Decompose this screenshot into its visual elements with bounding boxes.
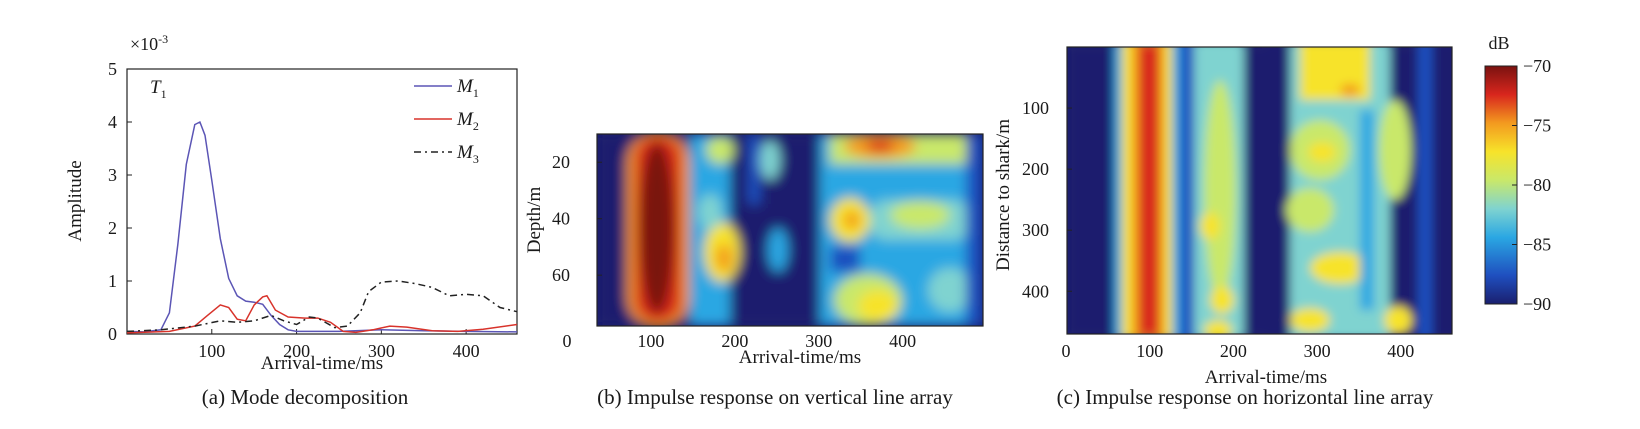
x-tick-label-c: 100	[1136, 341, 1163, 361]
plot-frame-c	[1066, 46, 1453, 335]
panel-vertical-array: 0 100 200 300 400 20 40 60 Arrival-time/ms Dept…	[524, 133, 984, 409]
x-tick-label-a: 400	[453, 341, 480, 361]
panel-horizontal-array: 0 100 200 300 400 100 200 300 400 Arrival-time/m…	[993, 33, 1551, 409]
axis-ticks-c: 0 100 200 300 400 100 200 300 400	[1022, 98, 1414, 361]
colorbar-tick-label: −85	[1523, 235, 1551, 255]
x-tick-label-b: 200	[721, 331, 748, 351]
colorbar-tick-label: −90	[1523, 294, 1551, 314]
x-tick-label-a: 100	[198, 341, 225, 361]
x-tick-label-a: 200	[283, 341, 310, 361]
x-tick-label-b: 100	[637, 331, 664, 351]
series-lines-a	[126, 120, 518, 334]
y-axis-label-a: Amplitude	[65, 160, 86, 241]
series-line-m1	[126, 120, 518, 333]
x-tick-label-b: 400	[889, 331, 916, 351]
series-line-m2	[126, 294, 518, 334]
legend-label-m3: M3	[456, 142, 479, 166]
colorbar-gradient	[1484, 65, 1518, 305]
y-tick-label-a: 2	[108, 218, 117, 238]
y-tick-label-b: 40	[552, 209, 570, 229]
y-tick-label-a: 4	[108, 112, 117, 132]
heatmap-c	[1067, 47, 1452, 334]
x-tick-label-c: 0	[1062, 341, 1071, 361]
axis-ticks-b: 0 100 200 300 400 20 40 60	[552, 152, 916, 351]
colorbar-tick-label: −75	[1523, 116, 1551, 136]
x-tick-label-b: 0	[563, 331, 572, 351]
plot-frame-a	[126, 68, 518, 335]
colorbar-tick-label: −80	[1523, 175, 1551, 195]
colorbar-tick-label: −70	[1523, 56, 1551, 76]
y-axis-label-b: Depth/m	[524, 187, 545, 254]
panel-mode-decomposition: 100 200 300 400 0 1 2 3 4 5 ×10-3 T1 M1 M2 M3 Arriv…	[65, 32, 518, 409]
y-tick-label-a: 3	[108, 165, 117, 185]
x-axis-label-b: Arrival-time/ms	[739, 347, 861, 368]
y-tick-label-b: 20	[552, 152, 570, 172]
axis-ticks-a: 100 200 300 400 0 1 2 3 4 5	[108, 59, 480, 361]
panel-annotation: T1	[150, 77, 167, 101]
legend-a: M1 M2 M3	[414, 76, 479, 166]
y-tick-label-a: 0	[108, 324, 117, 344]
caption-c: (c) Impulse response on horizontal line …	[1057, 385, 1434, 409]
y-tick-label-a: 1	[108, 271, 117, 291]
x-tick-label-c: 200	[1220, 341, 1247, 361]
y-axis-label-c: Distance to shark/m	[993, 119, 1014, 271]
x-tick-label-b: 300	[805, 331, 832, 351]
x-axis-label-a: Arrival-time/ms	[261, 353, 383, 374]
legend-label-m1: M1	[456, 76, 479, 100]
plot-frame-b	[596, 133, 984, 327]
colorbar-ticks: −70 −75 −80 −85 −90	[1512, 56, 1551, 314]
x-axis-label-c: Arrival-time/ms	[1205, 367, 1327, 388]
colorbar-label: dB	[1488, 33, 1509, 53]
y-tick-label-c: 300	[1022, 220, 1049, 240]
x-tick-label-c: 300	[1304, 341, 1331, 361]
y-tick-label-b: 60	[552, 265, 570, 285]
heatmap-b	[597, 134, 983, 326]
series-line-m3	[126, 280, 518, 333]
y-tick-label-c: 200	[1022, 159, 1049, 179]
y-tick-label-c: 100	[1022, 98, 1049, 118]
x-tick-label-c: 400	[1387, 341, 1414, 361]
caption-b: (b) Impulse response on vertical line ar…	[597, 385, 953, 409]
x-tick-label-a: 300	[368, 341, 395, 361]
colorbar: dB −70 −75 −80 −85 −90	[1484, 33, 1551, 314]
caption-a: (a) Mode decomposition	[202, 385, 409, 409]
y-multiplier: ×10-3	[130, 32, 168, 54]
y-tick-label-a: 5	[108, 59, 117, 79]
y-tick-label-c: 400	[1022, 281, 1049, 301]
legend-label-m2: M2	[456, 109, 479, 133]
